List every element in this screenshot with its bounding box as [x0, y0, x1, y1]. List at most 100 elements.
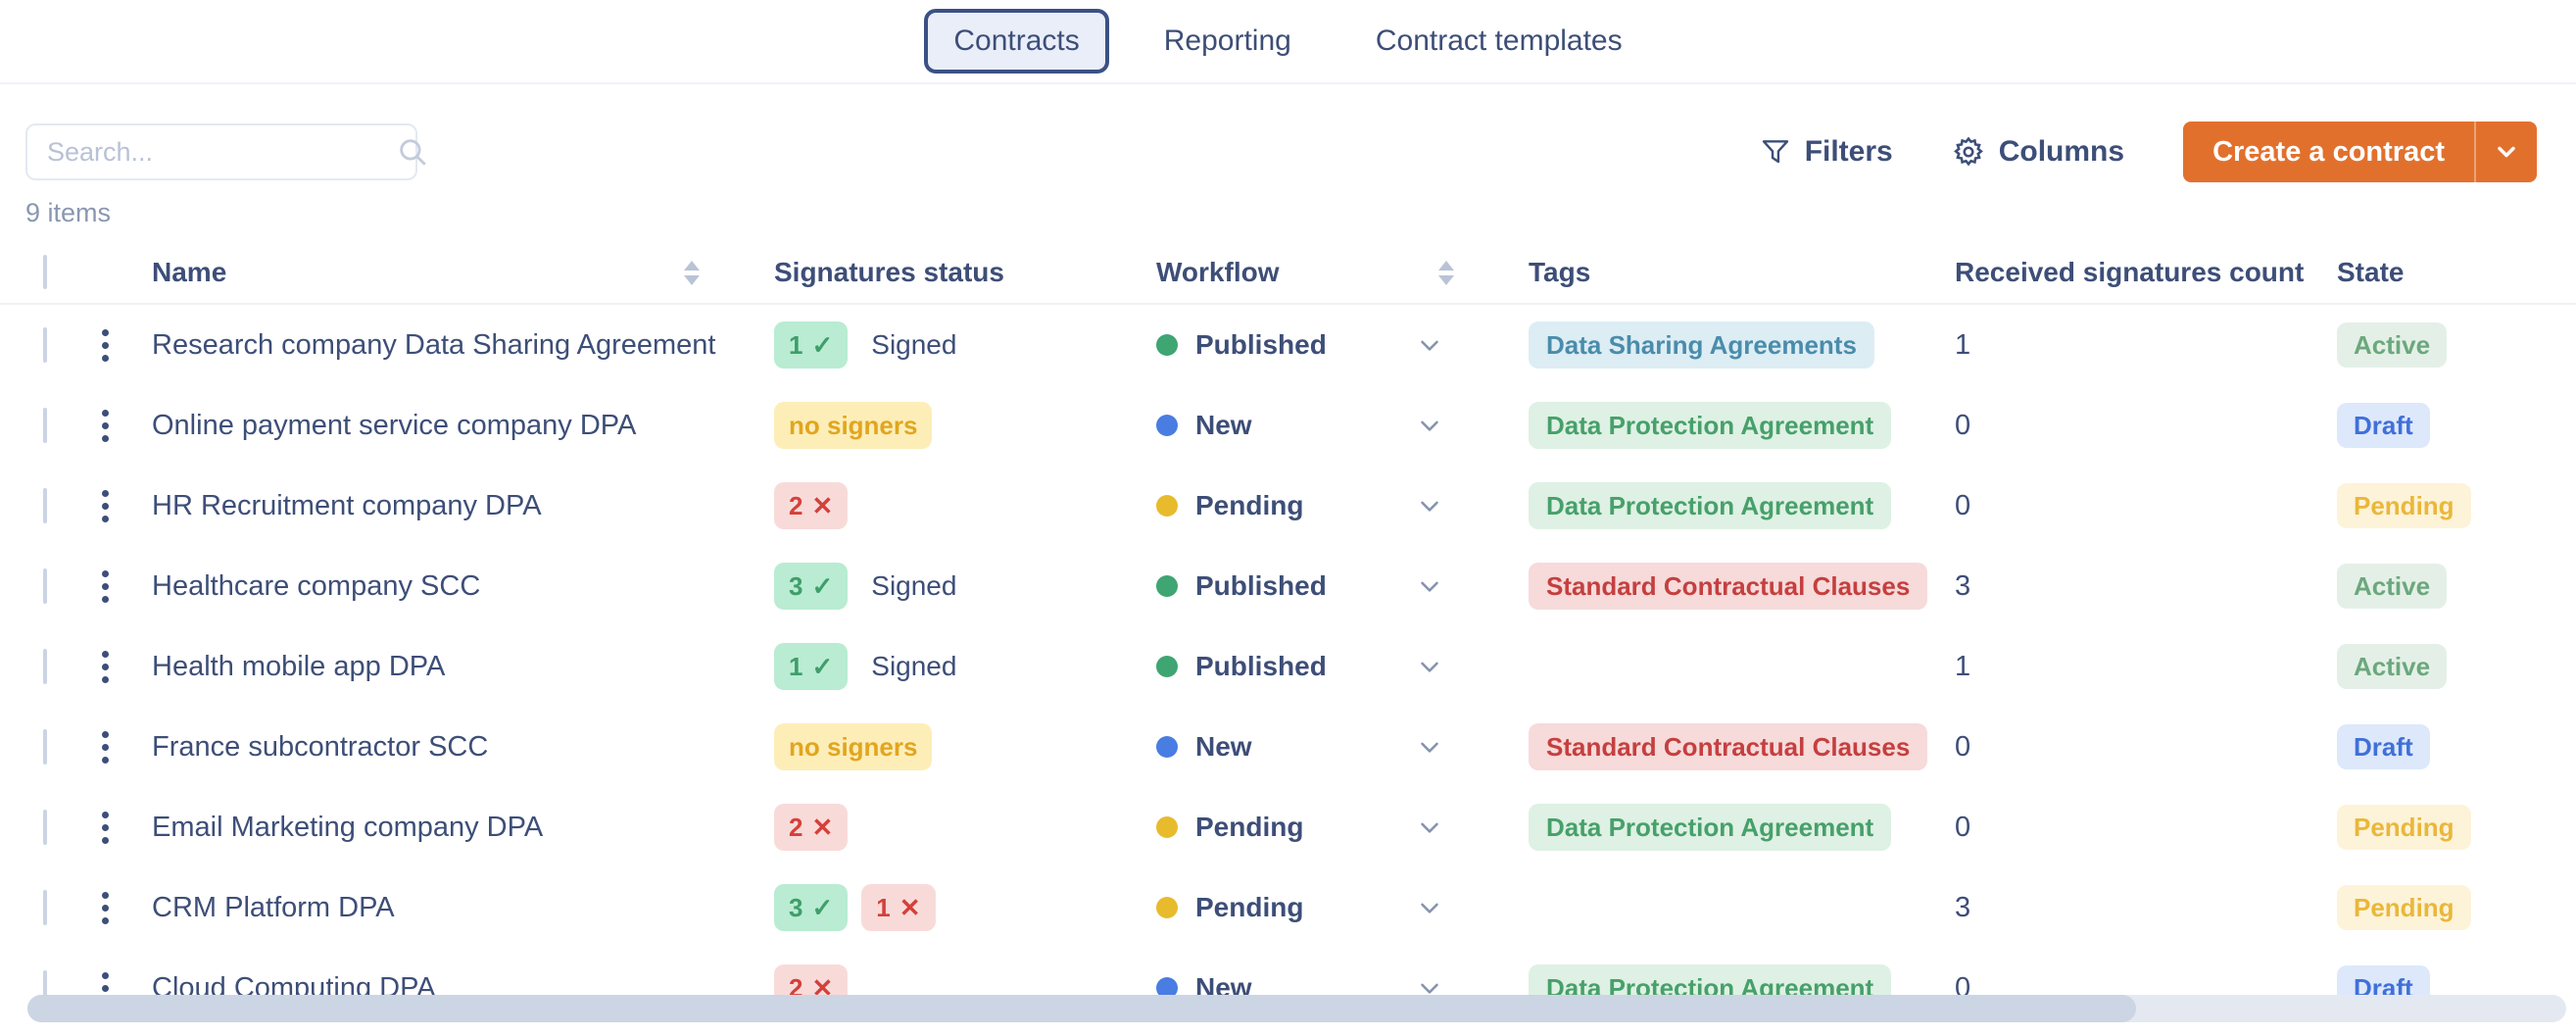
signatures-cell: 3 ✓ 1 ✕ [774, 884, 1156, 931]
declined-count: 2 [789, 490, 803, 520]
select-all-checkbox[interactable] [43, 255, 47, 289]
row-menu-kebab-icon[interactable] [102, 811, 110, 844]
table-row: Healthcare company SCC 3 ✓ Signed Publis… [0, 546, 2576, 626]
chevron-down-icon[interactable] [1415, 411, 1444, 440]
chevron-down-icon[interactable] [1415, 571, 1444, 601]
column-label-received-count: Received signatures count [1955, 257, 2305, 287]
row-name[interactable]: Health mobile app DPA [152, 650, 446, 682]
chevron-down-icon[interactable] [1415, 652, 1444, 681]
workflow-label: Published [1195, 329, 1327, 360]
row-menu-kebab-icon[interactable] [102, 328, 110, 362]
tags-cell: Data Protection Agreement [1529, 402, 1955, 449]
state-badge: Draft [2337, 724, 2430, 769]
chevron-down-icon[interactable] [1415, 973, 1444, 1003]
create-contract-caret-button[interactable] [2474, 122, 2537, 182]
column-label-name: Name [152, 257, 227, 287]
chevron-down-icon[interactable] [1415, 491, 1444, 520]
state-badge: Draft [2337, 403, 2430, 448]
row-name[interactable]: CRM Platform DPA [152, 891, 395, 923]
tab-reporting[interactable]: Reporting [1163, 25, 1291, 57]
chevron-down-icon[interactable] [1415, 893, 1444, 922]
signed-count: 1 [789, 651, 803, 681]
row-checkbox[interactable] [43, 809, 47, 845]
gear-icon [1952, 135, 1985, 169]
column-header-name[interactable]: Name [152, 257, 774, 288]
workflow-status-dot [1156, 816, 1178, 838]
received-count: 0 [1955, 811, 1971, 843]
state-cell: Draft [2337, 724, 2576, 769]
search-box[interactable] [25, 123, 426, 180]
row-menu-kebab-icon[interactable] [102, 650, 110, 683]
sort-icon-workflow[interactable] [1438, 260, 1454, 285]
x-icon: ✕ [811, 490, 834, 520]
chevron-down-icon[interactable] [1415, 330, 1444, 360]
tab-contract-templates[interactable]: Contract templates [1375, 25, 1623, 57]
row-menu-kebab-icon[interactable] [102, 891, 110, 924]
workflow-status-dot [1156, 897, 1178, 918]
workflow-select[interactable]: Pending [1156, 490, 1529, 521]
workflow-select[interactable]: Published [1156, 329, 1529, 361]
workflow-label: New [1195, 731, 1252, 762]
create-contract-button[interactable]: Create a contract [2212, 135, 2445, 168]
row-checkbox[interactable] [43, 648, 47, 684]
tab-contracts[interactable]: Contracts [924, 9, 1109, 74]
search-input[interactable] [45, 135, 396, 169]
workflow-label: Published [1195, 651, 1327, 681]
no-signers-badge: no signers [774, 723, 933, 770]
filters-button[interactable]: Filters [1760, 135, 1893, 169]
tags-cell: Data Protection Agreement [1529, 482, 1955, 529]
row-menu-kebab-icon[interactable] [102, 409, 110, 442]
chevron-down-icon[interactable] [1415, 813, 1444, 842]
row-name[interactable]: Email Marketing company DPA [152, 811, 544, 843]
workflow-status-dot [1156, 334, 1178, 356]
check-icon: ✓ [811, 651, 834, 681]
tag-pill: Data Protection Agreement [1529, 402, 1892, 449]
workflow-label: Published [1195, 570, 1327, 601]
columns-button[interactable]: Columns [1952, 135, 2124, 169]
signed-label: Signed [871, 570, 957, 601]
row-checkbox[interactable] [43, 407, 47, 443]
workflow-select[interactable]: Published [1156, 651, 1529, 682]
row-menu-kebab-icon[interactable] [102, 730, 110, 764]
signed-badge: 3 ✓ [774, 563, 849, 610]
check-icon: ✓ [811, 570, 834, 601]
signatures-cell: no signers [774, 402, 1156, 449]
row-name[interactable]: HR Recruitment company DPA [152, 489, 542, 521]
received-count: 3 [1955, 569, 1971, 602]
table-row: France subcontractor SCC no signers New … [0, 707, 2576, 787]
row-checkbox[interactable] [43, 728, 47, 765]
row-name[interactable]: France subcontractor SCC [152, 730, 489, 763]
declined-badge: 1 ✕ [861, 884, 936, 931]
horizontal-scrollbar-thumb[interactable] [27, 995, 2136, 1022]
declined-count: 1 [876, 892, 891, 922]
sort-icon-name[interactable] [684, 260, 700, 285]
row-checkbox[interactable] [43, 889, 47, 925]
chevron-down-icon[interactable] [1415, 732, 1444, 762]
row-checkbox[interactable] [43, 326, 47, 363]
workflow-select[interactable]: New [1156, 731, 1529, 763]
signatures-cell: 2 ✕ [774, 482, 1156, 529]
row-name[interactable]: Online payment service company DPA [152, 409, 637, 441]
workflow-label: Pending [1195, 812, 1304, 842]
row-checkbox[interactable] [43, 487, 47, 523]
workflow-select[interactable]: Pending [1156, 812, 1529, 843]
chevron-down-icon [2493, 138, 2520, 166]
workflow-select[interactable]: Pending [1156, 892, 1529, 923]
table-row: CRM Platform DPA 3 ✓ 1 ✕ Pending [0, 867, 2576, 948]
state-cell: Pending [2337, 805, 2576, 850]
create-contract-split-button[interactable]: Create a contract [2183, 122, 2537, 182]
state-cell: Pending [2337, 885, 2576, 930]
workflow-select[interactable]: Published [1156, 570, 1529, 602]
row-name[interactable]: Healthcare company SCC [152, 569, 481, 602]
column-label-tags: Tags [1529, 257, 1591, 287]
workflow-select[interactable]: New [1156, 410, 1529, 441]
row-checkbox[interactable] [43, 567, 47, 604]
row-menu-kebab-icon[interactable] [102, 489, 110, 522]
row-name[interactable]: Research company Data Sharing Agreement [152, 328, 716, 361]
table-header: Name Signatures status Workflow Tags Rec… [0, 242, 2576, 305]
row-checkbox[interactable] [43, 969, 47, 1006]
tag-pill: Standard Contractual Clauses [1529, 563, 1928, 610]
row-menu-kebab-icon[interactable] [102, 569, 110, 603]
state-badge: Active [2337, 322, 2448, 368]
column-header-workflow[interactable]: Workflow [1156, 257, 1529, 288]
